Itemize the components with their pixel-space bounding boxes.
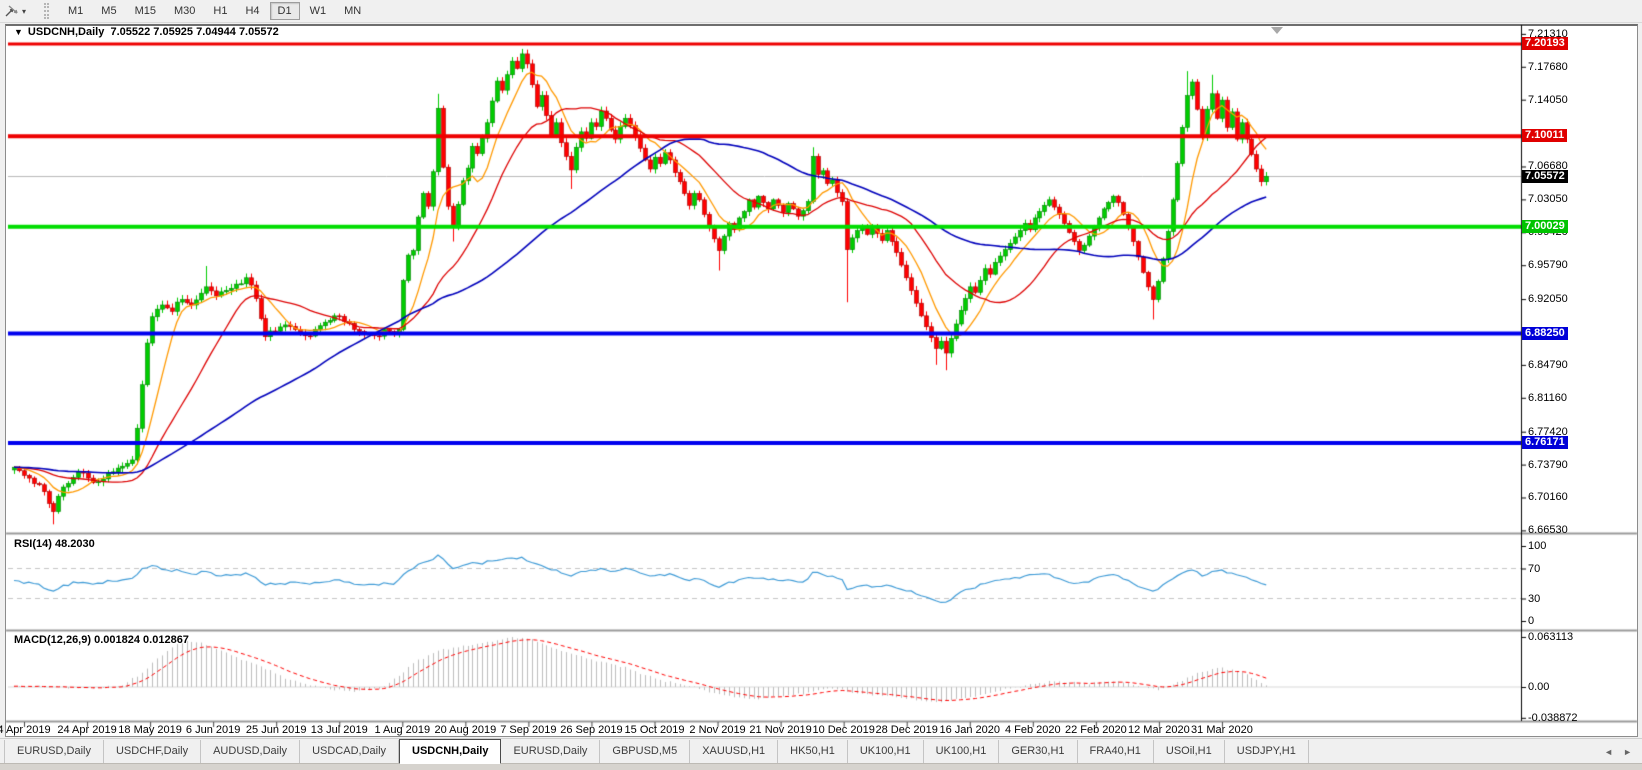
chart-symbol: USDCNH,Daily bbox=[27, 26, 105, 38]
price-badge: 7.10011 bbox=[1522, 129, 1568, 143]
chart-tab-audusd-daily[interactable]: AUDUSD,Daily bbox=[201, 740, 301, 763]
date-label: 21 Nov 2019 bbox=[749, 724, 812, 736]
date-label: 1 Aug 2019 bbox=[374, 724, 431, 736]
tab-nav: ◄ ► bbox=[1604, 740, 1632, 763]
ohlc-close: 7.05572 bbox=[238, 26, 279, 38]
chart-tab-usdcad-daily[interactable]: USDCAD,Daily bbox=[300, 740, 400, 763]
date-label: 31 Mar 2020 bbox=[1191, 724, 1253, 736]
date-label: 4 Feb 2020 bbox=[1004, 724, 1061, 736]
price-tick-label: 6.81160 bbox=[1528, 391, 1567, 404]
date-label: 26 Sep 2019 bbox=[560, 724, 623, 736]
rsi-label: RSI(14) 48.2030 bbox=[14, 538, 95, 550]
date-label: 6 Jun 2019 bbox=[185, 724, 241, 736]
date-label: 7 Sep 2019 bbox=[500, 724, 557, 736]
price-badge: 7.00029 bbox=[1522, 219, 1568, 233]
chart-tab-xauusd-h1[interactable]: XAUUSD,H1 bbox=[690, 740, 779, 763]
status-bar bbox=[0, 763, 1642, 770]
price-tick-label: 7.06680 bbox=[1528, 160, 1568, 173]
macd-tick-label: -0.038872 bbox=[1528, 711, 1578, 724]
chart-tab-usdjpy-h1[interactable]: USDJPY,H1 bbox=[1225, 740, 1309, 763]
rsi-tick-label: 30 bbox=[1528, 592, 1541, 605]
price-tick-label: 6.95790 bbox=[1528, 259, 1568, 272]
ohlc-low: 7.04944 bbox=[196, 26, 236, 38]
date-label: 16 Jan 2020 bbox=[939, 724, 1001, 736]
tab-scroll-left-icon[interactable]: ◄ bbox=[1604, 746, 1614, 757]
macd-tick-label: 0.063113 bbox=[1528, 630, 1574, 643]
date-label: 22 Feb 2020 bbox=[1064, 724, 1127, 736]
chart-tab-uk100-h1[interactable]: UK100,H1 bbox=[924, 740, 1000, 763]
chart-tab-bar: EURUSD,Daily USDCHF,Daily AUDUSD,Daily USDC… bbox=[0, 738, 1642, 764]
date-label: 12 Mar 2020 bbox=[1128, 724, 1190, 736]
chart-tab-eurusd-daily[interactable]: EURUSD,Daily bbox=[4, 740, 104, 763]
macd-tick-label: 0.00 bbox=[1528, 681, 1550, 693]
date-label: 15 Oct 2019 bbox=[624, 724, 685, 736]
price-tick-label: 7.03050 bbox=[1528, 193, 1568, 206]
price-tick-label: 6.92050 bbox=[1528, 293, 1568, 306]
price-tick-label: 6.73790 bbox=[1528, 458, 1568, 471]
price-tick-label: 6.70160 bbox=[1528, 491, 1568, 504]
macd-main-value: 0.001824 bbox=[94, 634, 140, 646]
date-label: 25 Jun 2019 bbox=[245, 724, 307, 736]
tab-scroll-right-icon[interactable]: ► bbox=[1623, 746, 1632, 757]
price-badge: 7.20193 bbox=[1522, 37, 1568, 50]
price-badge: 6.88250 bbox=[1522, 326, 1568, 340]
date-label: 28 Dec 2019 bbox=[875, 724, 938, 736]
chart-tab-gbpusd-m5[interactable]: GBPUSD,M5 bbox=[600, 740, 691, 763]
price-tick-label: 6.66530 bbox=[1528, 524, 1568, 537]
collapse-triangle-icon[interactable]: ▼ bbox=[14, 27, 23, 37]
rsi-tick-label: 0 bbox=[1528, 615, 1535, 627]
chart-tab-hk50-h1[interactable]: HK50,H1 bbox=[778, 740, 848, 763]
chart-tab-usoil-h1[interactable]: USOil,H1 bbox=[1154, 740, 1225, 763]
ohlc-open: 7.05522 bbox=[110, 26, 151, 38]
rsi-value: 48.2030 bbox=[54, 538, 95, 550]
date-label: 4 Apr 2019 bbox=[0, 724, 51, 736]
chart-tab-eurusd-daily[interactable]: EURUSD,Daily bbox=[501, 740, 601, 763]
price-tick-label: 7.17680 bbox=[1528, 60, 1568, 73]
price-tick-label: 7.21310 bbox=[1528, 27, 1568, 40]
chart-tab-usdchf-daily[interactable]: USDCHF,Daily bbox=[104, 740, 202, 763]
chart-shift-marker-icon[interactable] bbox=[1271, 27, 1283, 34]
price-badge: 6.76171 bbox=[1522, 436, 1568, 449]
chart-tab-uk100-h1[interactable]: UK100,H1 bbox=[848, 740, 924, 763]
chart-tab-ger30-h1[interactable]: GER30,H1 bbox=[999, 740, 1078, 763]
date-label: 2 Nov 2019 bbox=[689, 724, 746, 736]
chart-tab-fra40-h1[interactable]: FRA40,H1 bbox=[1078, 740, 1154, 763]
rsi-tick-label: 100 bbox=[1528, 540, 1547, 552]
date-label: 13 Jul 2019 bbox=[310, 724, 368, 736]
rsi-tick-label: 70 bbox=[1528, 562, 1541, 575]
price-tick-label: 6.84790 bbox=[1528, 358, 1568, 371]
date-label: 10 Dec 2019 bbox=[812, 724, 875, 736]
date-label: 20 Aug 2019 bbox=[434, 724, 497, 736]
ohlc-high: 7.05925 bbox=[153, 26, 194, 38]
price-tick-label: 7.14050 bbox=[1528, 93, 1568, 106]
chart-title: ▼ USDCNH,Daily 7.05522 7.05925 7.04944 7.… bbox=[14, 26, 279, 38]
chart-tab-usdcnh-daily[interactable]: USDCNH,Daily bbox=[399, 739, 502, 764]
price-tick-label: 6.77420 bbox=[1528, 425, 1568, 438]
macd-label: MACD(12,26,9) 0.001824 0.012867 bbox=[14, 634, 189, 646]
date-label: 18 May 2019 bbox=[118, 724, 182, 736]
price-badge: 7.05572 bbox=[1522, 169, 1568, 183]
tab-items: EURUSD,Daily USDCHF,Daily AUDUSD,Daily USDC… bbox=[4, 738, 1309, 764]
macd-signal-value: 0.012867 bbox=[143, 634, 189, 646]
date-label: 24 Apr 2019 bbox=[57, 724, 117, 736]
